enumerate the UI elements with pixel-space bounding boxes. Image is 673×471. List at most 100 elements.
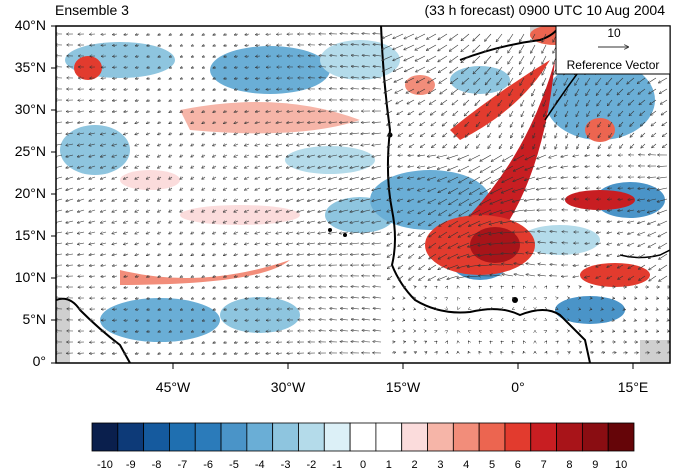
- wind-arrow: [459, 187, 470, 194]
- wind-arrow: [169, 199, 173, 201]
- wind-arrow: [146, 199, 151, 201]
- wind-arrow: [577, 121, 580, 127]
- wind-arrow: [89, 144, 96, 146]
- wind-arrow: [318, 187, 327, 190]
- wind-arrow: [513, 187, 525, 192]
- wind-arrow: [224, 56, 228, 57]
- wind-arrow: [124, 144, 129, 146]
- wind-arrow: [387, 188, 393, 189]
- wind-arrow: [609, 121, 613, 127]
- plot-title-right: (33 h forecast) 0900 UTC 10 Aug 2004: [424, 2, 665, 18]
- wind-arrow: [542, 55, 547, 64]
- wind-arrow: [202, 56, 205, 57]
- wind-arrow: [427, 55, 437, 61]
- wind-arrow: [339, 209, 349, 212]
- wind-arrow: [350, 144, 360, 145]
- colorbar-label: 0: [359, 459, 367, 471]
- wind-arrow: [256, 78, 261, 79]
- wind-arrow: [307, 154, 316, 157]
- wind-arrow: [628, 88, 635, 94]
- wind-arrow: [245, 34, 250, 35]
- wind-arrow: [499, 121, 503, 127]
- wind-arrow: [474, 77, 481, 84]
- colorbar-swatch: [246, 422, 274, 452]
- wind-arrow: [542, 66, 547, 75]
- wind-arrow: [307, 198, 316, 201]
- wind-arrow: [553, 77, 558, 85]
- wind-arrow: [255, 187, 261, 190]
- wind-arrow: [415, 44, 426, 50]
- wind-arrow: [113, 89, 118, 90]
- wind-arrow: [235, 67, 239, 68]
- wind-arrow: [202, 67, 205, 68]
- wind-arrow: [427, 66, 437, 72]
- wind-arrow: [234, 34, 239, 35]
- wind-arrow: [266, 100, 272, 101]
- wind-arrow: [509, 88, 514, 96]
- wind-arrow: [297, 198, 305, 201]
- wind-arrow: [508, 55, 514, 64]
- wind-arrow: [276, 122, 283, 123]
- wind-arrow: [213, 144, 217, 146]
- wind-arrow: [112, 187, 118, 190]
- wind-arrow: [575, 77, 580, 85]
- wind-arrow: [329, 198, 338, 201]
- wind-arrow: [169, 34, 173, 35]
- wind-arrow: [213, 34, 217, 35]
- wind-arrow: [234, 188, 239, 190]
- wind-arrow: [158, 56, 162, 57]
- colorbar-label: -6: [203, 459, 214, 471]
- wind-arrow: [647, 198, 657, 201]
- colorbar-swatch: [452, 422, 480, 452]
- wind-arrow: [245, 187, 250, 190]
- wind-arrow: [438, 44, 448, 51]
- wind-arrow: [473, 66, 481, 74]
- wind-arrow: [630, 132, 635, 137]
- wind-arrow: [146, 177, 151, 179]
- wind-arrow: [477, 143, 481, 148]
- wind-arrow: [124, 67, 129, 68]
- wind-arrow: [101, 187, 107, 190]
- wind-arrow: [56, 176, 63, 179]
- wind-arrow: [297, 133, 305, 134]
- wind-arrow: [640, 110, 646, 115]
- wind-arrow: [465, 143, 470, 148]
- wind-arrow: [307, 165, 316, 168]
- wind-arrow: [89, 176, 96, 179]
- wind-arrow: [420, 132, 426, 136]
- wind-arrow: [660, 88, 668, 93]
- wind-arrow: [180, 67, 183, 68]
- wind-arrow: [351, 66, 360, 67]
- wind-arrow: [596, 88, 602, 95]
- wind-arrow: [213, 100, 217, 101]
- colorbar-label: -2: [306, 459, 317, 471]
- wind-arrow: [135, 210, 140, 212]
- wind-arrow: [663, 132, 668, 136]
- wind-arrow: [503, 154, 514, 161]
- wind-arrow: [180, 210, 184, 212]
- wind-arrow: [588, 143, 591, 149]
- wind-arrow: [223, 155, 228, 157]
- wind-arrow: [531, 66, 536, 75]
- wind-arrow: [408, 166, 415, 167]
- wind-arrow: [158, 122, 162, 123]
- wind-arrow: [430, 99, 437, 104]
- wind-arrow: [398, 177, 404, 178]
- wind-arrow: [438, 187, 448, 192]
- wind-arrow: [112, 133, 118, 134]
- wind-arrow: [66, 133, 74, 134]
- wind-arrow: [521, 110, 525, 116]
- wind-arrow: [652, 132, 657, 137]
- wind-arrow: [461, 55, 470, 63]
- wind-arrow: [202, 45, 206, 46]
- wind-arrow: [318, 198, 327, 201]
- wind-arrow: [341, 55, 349, 56]
- wind-arrow: [202, 89, 206, 90]
- wind-arrow: [180, 34, 183, 35]
- wind-arrow: [191, 67, 194, 68]
- wind-arrow: [372, 144, 382, 145]
- wind-arrow: [566, 143, 568, 149]
- wind-arrow: [223, 177, 228, 179]
- wind-arrow: [112, 166, 118, 168]
- wind-arrow: [224, 89, 228, 90]
